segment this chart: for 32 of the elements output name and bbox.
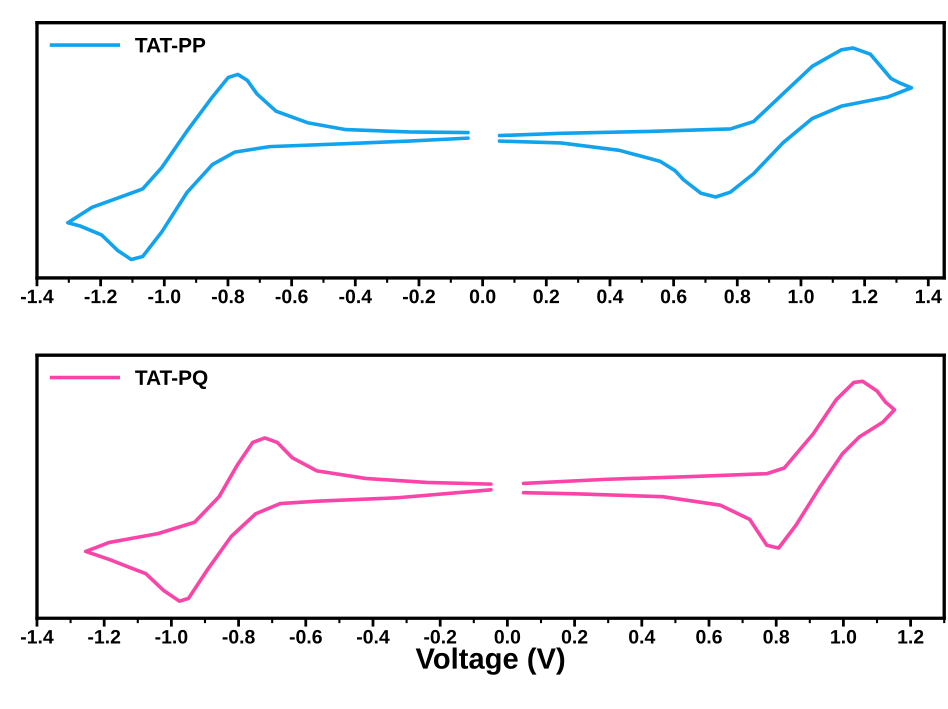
x-tick-label: 0.2 (562, 630, 588, 644)
x-tick-label: -1.0 (155, 630, 188, 644)
x-tick-label: 0.6 (696, 630, 722, 644)
x-tick-label: 1.4 (916, 290, 942, 304)
x-tick-label: -0.2 (402, 290, 435, 304)
x-tick-label: -0.8 (212, 290, 244, 304)
x-tick-label: 1.0 (788, 290, 814, 304)
x-tick-label: -0.8 (222, 630, 255, 644)
x-axis-title: Voltage (V) (416, 647, 564, 675)
x-tick-label: 0.2 (534, 290, 560, 304)
x-tick-label: -1.0 (148, 290, 180, 304)
x-tick-label: -0.6 (290, 630, 322, 644)
x-tick-label: 0.4 (597, 290, 624, 304)
x-tick-label: 1.2 (898, 630, 924, 644)
x-tick-label: -0.6 (276, 290, 308, 304)
x-tick-label: -1.4 (20, 290, 54, 304)
x-tick-label: 0.8 (763, 630, 790, 644)
x-tick-label: 0.0 (494, 630, 520, 644)
x-tick-label: -1.2 (84, 290, 117, 304)
x-tick-label: -0.4 (356, 630, 390, 644)
x-tick-label: -0.2 (424, 630, 456, 644)
x-tick-label: -0.4 (339, 290, 372, 304)
x-tick-label: 0.6 (660, 290, 686, 304)
x-tick-label: 0.8 (724, 290, 750, 304)
x-tick-label: -1.2 (88, 630, 120, 644)
x-tick-label: 0.4 (629, 630, 656, 644)
x-tick-label: -1.4 (20, 630, 54, 644)
legend-label: TAT-PQ (135, 370, 208, 389)
x-tick-label: 1.2 (852, 290, 878, 304)
legend-label: TAT-PP (135, 38, 206, 52)
x-tick-label: 1.0 (831, 630, 856, 644)
x-tick-label: 0.0 (470, 290, 496, 304)
